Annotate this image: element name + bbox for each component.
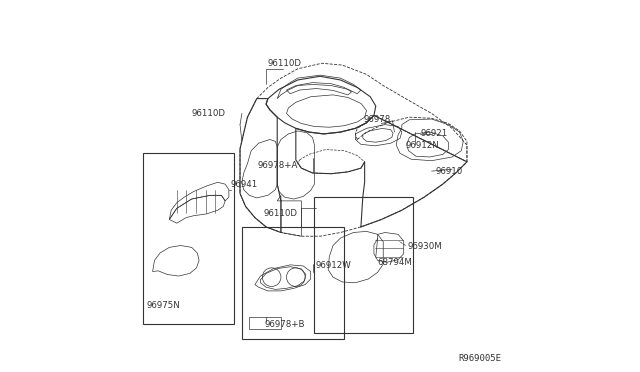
- Text: 96912W: 96912W: [316, 262, 351, 270]
- Text: 96978+A: 96978+A: [257, 161, 298, 170]
- Text: 96930M: 96930M: [408, 242, 442, 251]
- Text: 96912N: 96912N: [406, 141, 439, 150]
- Text: 96910: 96910: [435, 167, 463, 176]
- Text: 96110D: 96110D: [268, 59, 302, 68]
- Text: 96975N: 96975N: [147, 301, 180, 310]
- Bar: [143, 153, 234, 324]
- Text: 96978: 96978: [364, 115, 390, 124]
- Text: 96941: 96941: [231, 180, 258, 189]
- Text: R969005E: R969005E: [458, 354, 502, 363]
- Bar: [314, 197, 413, 333]
- Text: 96110D: 96110D: [264, 209, 298, 218]
- Bar: [242, 227, 344, 339]
- Text: 68794M: 68794M: [378, 258, 413, 267]
- Text: 96921: 96921: [420, 129, 448, 138]
- Text: 96978+B: 96978+B: [264, 320, 305, 329]
- Text: 96110D: 96110D: [191, 109, 225, 118]
